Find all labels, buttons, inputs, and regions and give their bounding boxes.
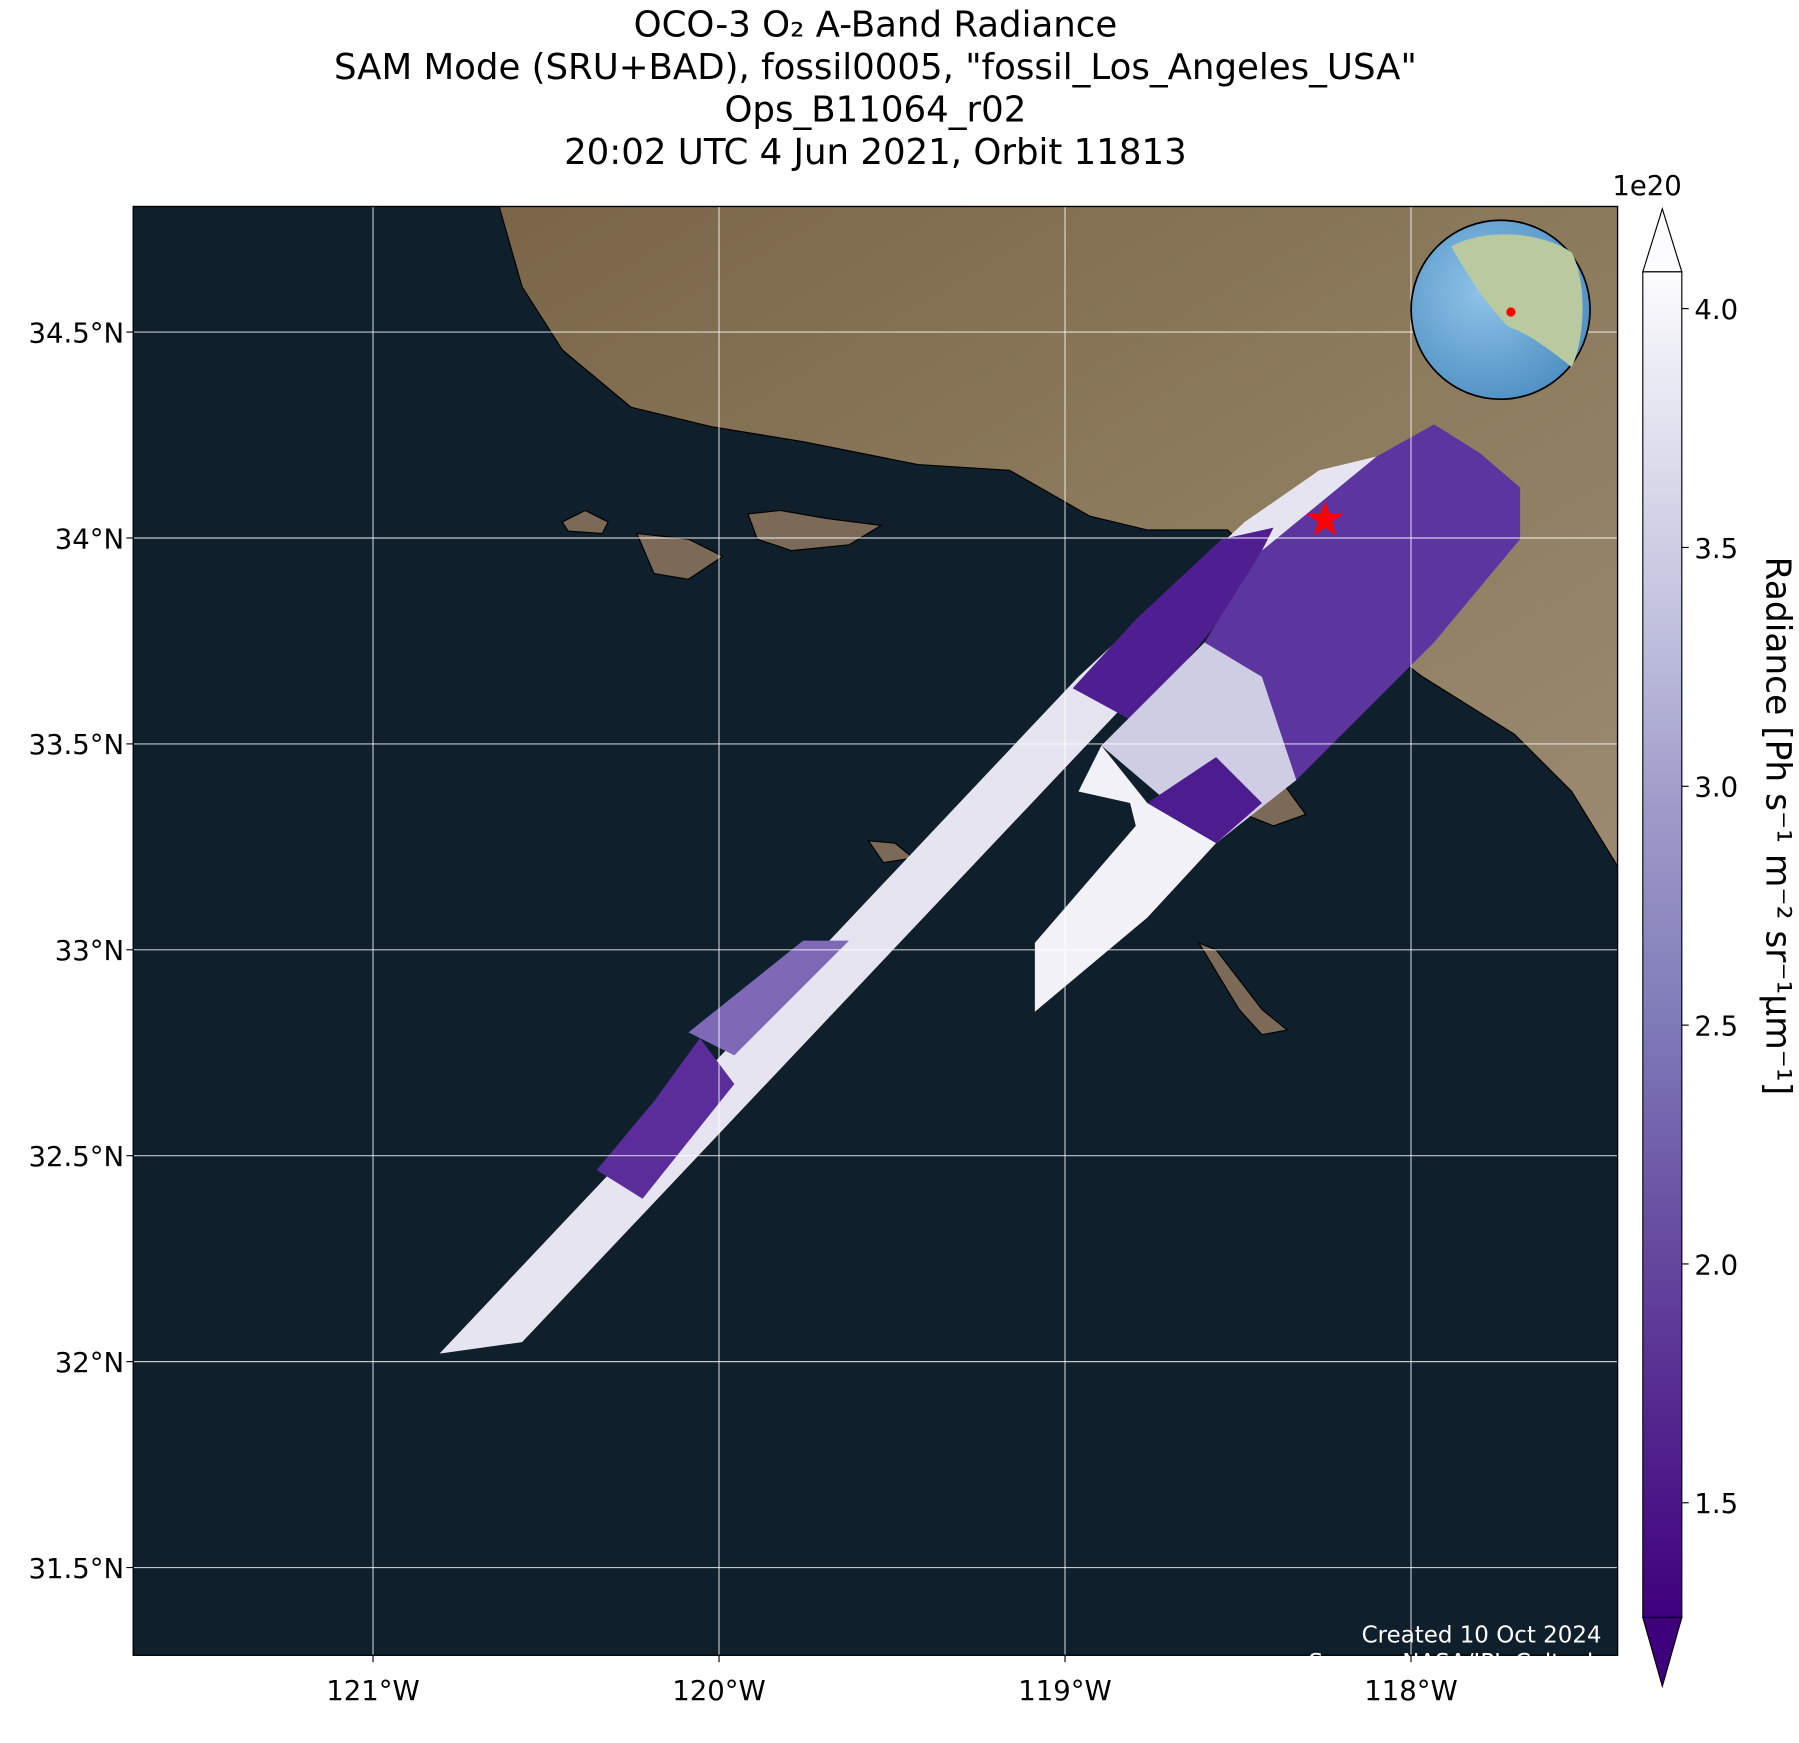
x-tick-label: 120°W	[672, 1675, 765, 1707]
grid	[133, 206, 1618, 1656]
x-tick-label: 118°W	[1364, 1675, 1457, 1707]
y-tick-label: 34.5°N	[28, 317, 124, 349]
colorbar-label: Radiance [Ph s⁻¹ m⁻² sr⁻¹μm⁻¹]	[1758, 557, 1798, 1096]
annotation: Created 10 Oct 2024	[1362, 1623, 1602, 1649]
annotation: Source: NASA/JPL-Caltech	[1309, 1650, 1602, 1676]
colorbar-offset: 1e20	[1612, 170, 1681, 202]
inset-globe	[1410, 219, 1591, 401]
map-background	[133, 206, 1618, 1656]
x-tick-label: 119°W	[1018, 1675, 1111, 1707]
colorbar-tick-label: 2.0	[1694, 1249, 1738, 1281]
colorbar-tick-label: 3.0	[1694, 772, 1738, 804]
chart-title: Ops_B11064_r02	[724, 90, 1026, 131]
colorbar	[1642, 206, 1689, 1689]
chart-title: 20:02 UTC 4 Jun 2021, Orbit 11813	[564, 132, 1187, 173]
y-tick-label: 32.5°N	[28, 1141, 124, 1173]
y-tick-label: 34°N	[55, 523, 124, 555]
x-tick-label: 121°W	[326, 1675, 419, 1707]
chart-title: SAM Mode (SRU+BAD), fossil0005, "fossil_…	[334, 47, 1417, 88]
colorbar-tick-label: 3.5	[1694, 533, 1738, 565]
y-tick-label: 32°N	[55, 1347, 124, 1379]
y-tick-label: 33.5°N	[28, 729, 124, 761]
y-tick-label: 33°N	[55, 935, 124, 967]
y-tick-label: 31.5°N	[28, 1553, 124, 1585]
colorbar-tick-label: 2.5	[1694, 1010, 1738, 1042]
chart-title: OCO-3 O₂ A-Band Radiance	[634, 5, 1118, 46]
colorbar-tick-label: 1.5	[1694, 1488, 1738, 1520]
map-frame	[132, 205, 1619, 1656]
colorbar-tick-label: 4.0	[1694, 294, 1738, 326]
site-marker	[1306, 501, 1344, 536]
radiance-swath	[439, 424, 1521, 1354]
